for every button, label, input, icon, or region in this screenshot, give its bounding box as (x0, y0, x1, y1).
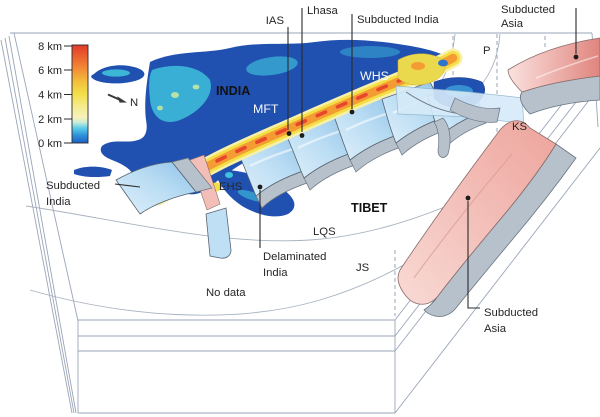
elevation-legend: 8 km 6 km 4 km 2 km 0 km (38, 41, 89, 150)
subducted-india-left-leader-line (114, 183, 141, 188)
vegetation-speck (192, 84, 200, 90)
label-subducted-india-left-l2: India (46, 196, 71, 208)
figure-labels: IAS Lhasa Subducted India Subducted Asia… (46, 4, 555, 335)
north-arrow-shaft (107, 93, 121, 101)
left-face-layer-line (8, 35, 77, 414)
pamir-peak-spot (411, 62, 425, 70)
label-subducted-india-left-l1: Subducted (46, 180, 100, 192)
slab-top (115, 161, 197, 215)
legend-tick-4km: 4 km (38, 90, 62, 102)
label-p: P (483, 45, 491, 57)
callout-leaders (114, 8, 577, 309)
label-lqs: LQS (313, 226, 336, 238)
island-highland (102, 69, 130, 77)
label-subducted-india-top: Subducted India (357, 14, 439, 26)
vegetation-speck (157, 105, 163, 111)
slab-top (397, 120, 557, 305)
subducted-india-top-dot (349, 109, 355, 115)
colorbar-ticks (64, 45, 72, 144)
legend-tick-2km: 2 km (38, 114, 62, 126)
label-ks: KS (512, 121, 528, 133)
label-subducted-asia-top-l2: Asia (501, 18, 524, 30)
label-subducted-asia-top-l1: Subducted (501, 4, 555, 16)
hanging-grey-sliver (449, 97, 501, 123)
label-no-data: No data (206, 287, 246, 299)
label-mft: MFT (253, 102, 279, 116)
vegetation-speck (171, 92, 179, 98)
pamir-basin-spot (438, 59, 448, 67)
legend-tick-6km: 6 km (38, 65, 62, 77)
label-subducted-asia-bottom-l2: Asia (484, 323, 507, 335)
delaminated-india-dot (257, 184, 263, 190)
slab-crease (413, 153, 513, 279)
label-whs: WHS (360, 69, 389, 83)
label-subducted-asia-bottom-l1: Subducted (484, 307, 538, 319)
delaminated-hanging-sheet (205, 207, 232, 259)
hanging-grey-teardrop (433, 117, 451, 158)
label-delaminated-india-l2: India (263, 267, 288, 279)
topographic-map (74, 39, 452, 217)
north-arrow-head (117, 96, 127, 103)
peninsula-highland-patch (149, 65, 211, 122)
top-face-left-edge (13, 32, 79, 322)
syntaxis-spot (225, 172, 233, 178)
label-js: JS (356, 262, 370, 274)
slab-top (507, 37, 600, 93)
highland-patch (340, 46, 400, 58)
label-india: INDIA (216, 84, 250, 98)
subducted-asia-top-dot (573, 54, 579, 60)
elevation-colorbar (71, 44, 89, 144)
subducted-asia-bottom-dot (465, 195, 471, 201)
north-arrow: N (107, 93, 138, 109)
callout-dots (257, 54, 579, 201)
left-face-edge (0, 39, 73, 414)
slab-streak (535, 55, 599, 79)
label-delaminated-india-l1: Delaminated (263, 251, 326, 263)
legend-tick-0km: 0 km (38, 138, 62, 150)
subducted-asia-slab-top (507, 37, 600, 115)
north-label: N (130, 97, 138, 109)
left-face-layer-line (4, 37, 75, 414)
subducted-asia-bottom-leader-line (467, 201, 480, 309)
highland-patch (246, 56, 298, 76)
label-lhasa: Lhasa (307, 5, 338, 17)
label-ias: IAS (266, 15, 285, 27)
subducted-asia-slab-bottom (397, 120, 577, 317)
label-ehs: EHS (219, 181, 243, 193)
label-tibet: TIBET (351, 201, 388, 215)
lhasa-dot (299, 133, 305, 138)
west-subducted-india-slab (115, 154, 232, 259)
legend-tick-8km: 8 km (38, 41, 62, 53)
ias-dot (286, 131, 292, 136)
west-coast-sliver (74, 166, 112, 178)
right-face-bottom-edge (394, 147, 600, 414)
